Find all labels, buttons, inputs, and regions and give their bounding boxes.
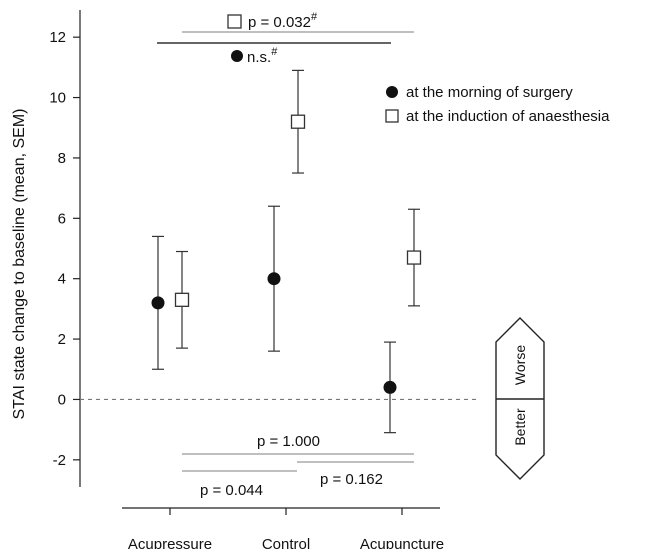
category-label: Control (262, 536, 310, 549)
top-circle-marker (231, 50, 243, 62)
y-ticks: -2 0 2 4 6 8 10 12 (49, 29, 80, 469)
data-point-square (290, 114, 306, 129)
data-point-circle (267, 272, 281, 286)
data-marks (151, 69, 422, 434)
data-point-circle (383, 380, 397, 394)
x-ticks: Acupressure Control Acupuncture (128, 508, 444, 549)
legend-label-morning: at the morning of surgery (406, 84, 573, 101)
legend-circle-marker (386, 86, 398, 98)
y-tick-label: 2 (58, 331, 66, 348)
category-label: Acupressure (128, 536, 212, 549)
y-tick-label: 6 (58, 210, 66, 227)
y-tick-label: 8 (58, 150, 66, 167)
legend-label-induction: at the induction of anaesthesia (406, 108, 610, 125)
bottom-p-right: p = 0.162 (320, 471, 383, 488)
direction-worse-label: Worse (512, 345, 528, 385)
category-label: Acupuncture (360, 536, 444, 549)
significance-lines (157, 31, 414, 472)
top-circle-ns-label: n.s.# (247, 46, 278, 66)
y-tick-label: 0 (58, 391, 66, 408)
y-tick-label: 10 (49, 90, 66, 107)
top-circle-mark: # (271, 46, 278, 58)
y-tick-label: -2 (53, 452, 66, 469)
legend-square-marker (385, 109, 399, 123)
top-square-marker (227, 14, 242, 29)
y-tick-label: 4 (58, 271, 66, 288)
data-point-square (174, 292, 190, 307)
bottom-p-all: p = 1.000 (257, 433, 320, 450)
direction-indicator: Worse Better (495, 317, 545, 480)
legend: at the morning of surgery at the inducti… (385, 84, 610, 125)
direction-better-label: Better (512, 408, 528, 446)
bottom-p-left: p = 0.044 (200, 482, 263, 499)
y-tick-label: 12 (49, 29, 66, 46)
data-point-square (406, 250, 422, 265)
top-square-p-label: p = 0.032# (248, 11, 318, 31)
y-axis-label: STAI state change to baseline (mean, SEM… (11, 109, 28, 420)
data-point-circle (151, 296, 165, 310)
top-square-mark: # (311, 11, 318, 23)
